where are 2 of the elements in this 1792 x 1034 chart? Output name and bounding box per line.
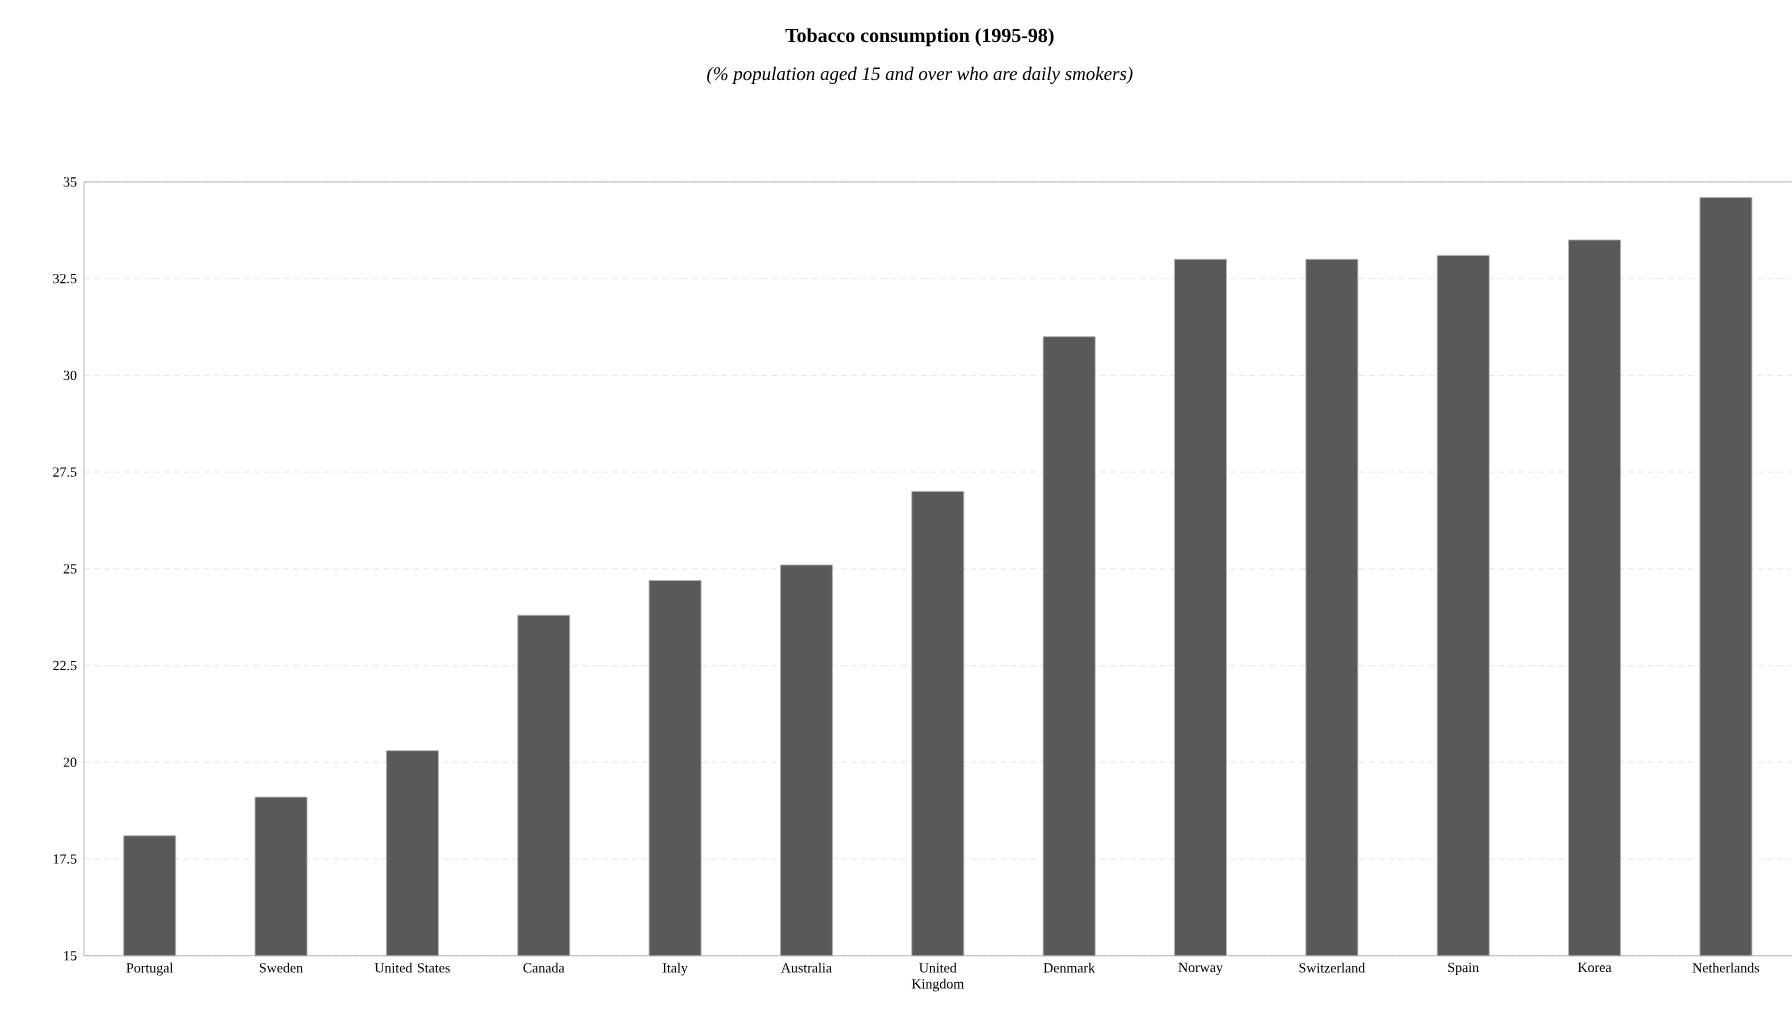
chart-title: Tobacco consumption (1995-98) bbox=[785, 28, 1054, 47]
chart-subtitle: (% population aged 15 and over who are daily smokers) bbox=[707, 66, 1133, 85]
